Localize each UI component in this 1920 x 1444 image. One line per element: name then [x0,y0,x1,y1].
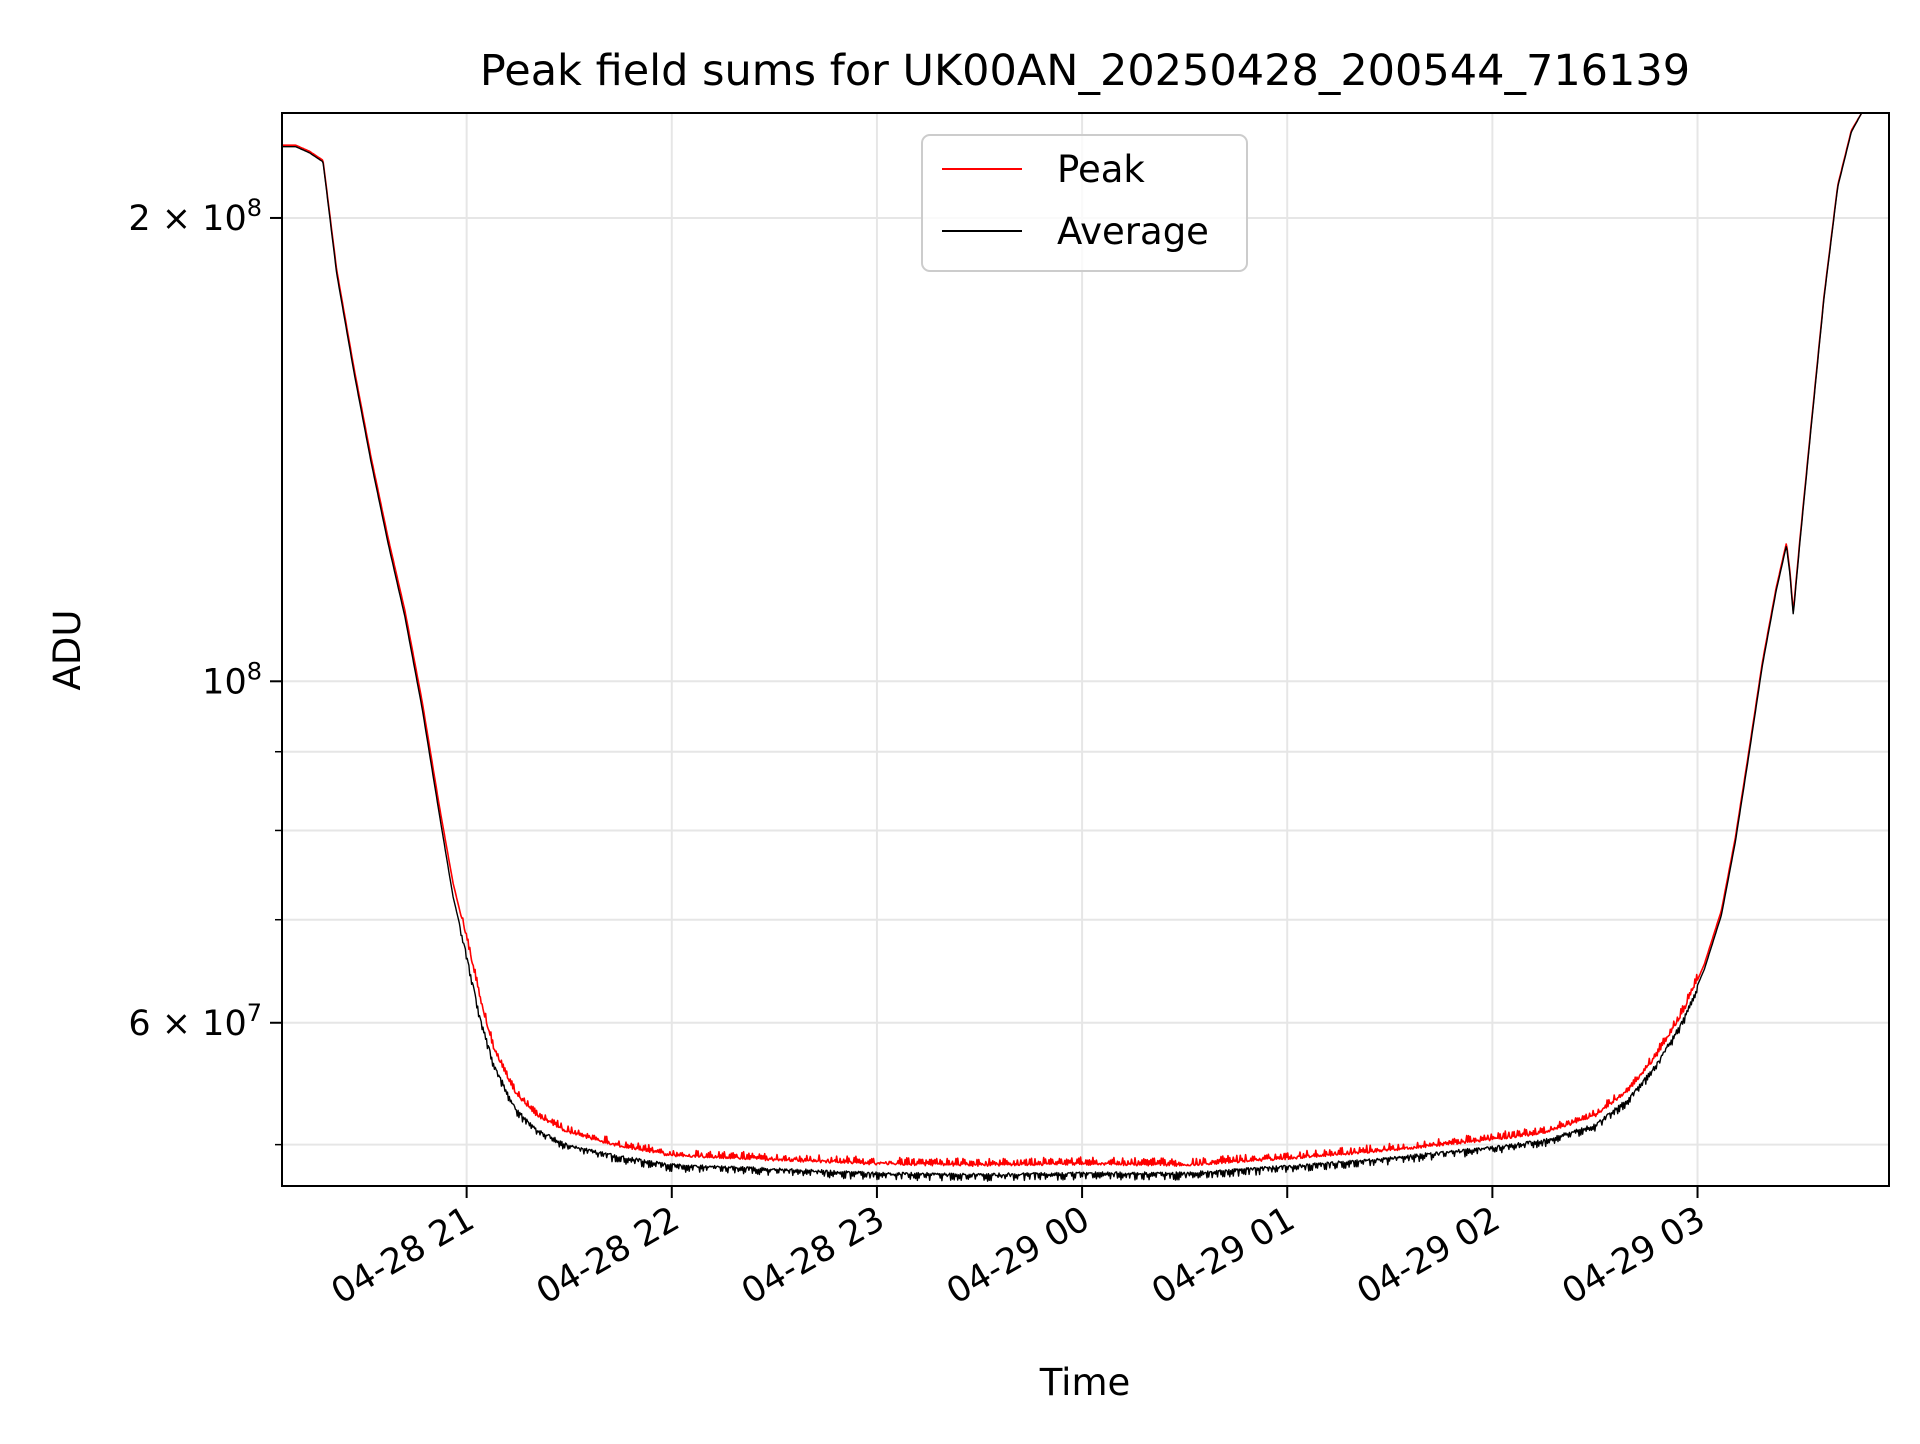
grid-layer [282,113,1889,1186]
series-layer [282,112,1863,1182]
series-line-average [282,112,1863,1182]
y-tick-mantissa: 10 [202,662,247,702]
y-tick-exponent: 8 [247,657,262,685]
y-tick-label: 2 × 108 [128,194,262,239]
plot-frame [281,112,1890,1187]
y-tick-label: 108 [202,657,262,702]
y-tick-exponent: 8 [247,194,262,222]
y-tick-mantissa: 10 [202,199,247,239]
y-tick-mantissa: 6 × [128,1004,202,1044]
legend-label-average: Average [1057,210,1209,253]
series-line-peak [282,112,1863,1167]
y-tick-exponent: 7 [247,999,262,1027]
y-axis-label: ADU [46,610,89,691]
x-axis-label: Time [1039,1361,1131,1404]
legend-label-peak: Peak [1057,148,1145,191]
legend: Peak Average [921,134,1248,272]
chart-title: Peak field sums for UK00AN_20250428_2005… [480,46,1690,96]
y-tick-label: 6 × 107 [128,999,262,1044]
y-tick-mantissa: 10 [202,1004,247,1044]
y-tick-mantissa: 2 × [128,199,202,239]
